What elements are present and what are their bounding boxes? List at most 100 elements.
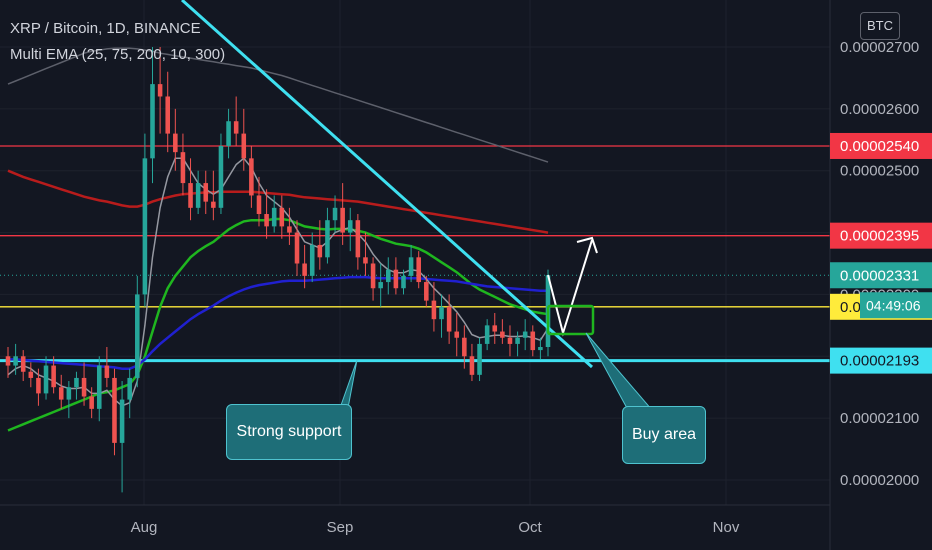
candle-body <box>119 399 125 443</box>
price-label-bg <box>830 347 932 374</box>
candle-9 <box>74 371 79 400</box>
candle-body <box>195 183 201 208</box>
countdown-bg <box>860 292 932 319</box>
candle-11 <box>89 387 94 419</box>
candle-23 <box>180 133 186 196</box>
candle-2 <box>20 350 26 382</box>
candle-54 <box>416 251 421 289</box>
candle-30 <box>233 96 239 146</box>
candle-65 <box>500 319 505 344</box>
candle-body <box>96 365 102 409</box>
candle-1 <box>13 343 18 375</box>
candle-body <box>249 158 254 196</box>
candle-43 <box>332 195 338 233</box>
candle-body <box>416 257 421 283</box>
candle-body <box>271 207 277 227</box>
projection-arrowhead <box>576 236 598 254</box>
price-label-bg <box>830 222 932 249</box>
price-label-bg <box>830 262 932 289</box>
candle-42 <box>325 207 330 264</box>
candle-body <box>150 84 155 159</box>
candle-body <box>507 337 513 344</box>
candle-body <box>454 331 460 338</box>
candle-16 <box>127 368 132 419</box>
candle-body <box>530 331 536 351</box>
candle-body <box>469 356 475 375</box>
strong-support-label: Strong support <box>236 423 342 440</box>
candle-19 <box>150 47 155 184</box>
candle-body <box>58 387 64 400</box>
candle-55 <box>424 275 429 307</box>
candle-body <box>309 244 315 276</box>
horizontal-levels <box>0 145 830 363</box>
candle-61 <box>469 343 475 382</box>
candle-59 <box>454 312 460 357</box>
candle-5 <box>43 356 49 400</box>
candle-60 <box>462 325 467 369</box>
candle-body <box>142 158 148 295</box>
candle-body <box>386 269 391 283</box>
price-tick-label-5: 0.00002500 <box>840 163 919 180</box>
time-tick-label-1: Sep <box>327 519 354 536</box>
candle-35 <box>271 195 277 233</box>
time-axis-labels: Aug Sep Oct Nov <box>131 519 740 536</box>
candle-body <box>378 282 383 289</box>
candle-12 <box>96 356 102 422</box>
candle-body <box>66 387 72 400</box>
price-label-text: 0.00002193 <box>840 353 919 370</box>
candle-body <box>218 145 224 208</box>
candle-body <box>13 356 18 366</box>
candle-body <box>439 306 444 320</box>
candle-24 <box>188 158 193 221</box>
candle-70 <box>538 337 543 360</box>
time-tick-label-0: Aug <box>131 519 158 536</box>
candle-body <box>74 377 79 388</box>
time-tick-label-3: Nov <box>713 519 740 536</box>
symbol-title[interactable]: XRP / Bitcoin, 1D, BINANCE <box>10 20 201 37</box>
candle-body <box>294 232 300 264</box>
currency-badge[interactable]: BTC <box>860 12 900 40</box>
candle-7 <box>58 374 64 409</box>
candle-body <box>135 294 140 378</box>
candle-53 <box>408 244 414 283</box>
candle-body <box>241 133 247 159</box>
candle-56 <box>431 282 437 332</box>
ema-line-1 <box>8 275 548 370</box>
candle-66 <box>507 325 513 357</box>
candle-45 <box>347 207 353 252</box>
price-tick-label-1: 0.00002100 <box>840 410 919 427</box>
candle-body <box>538 347 543 351</box>
candle-body <box>492 325 498 332</box>
candle-48 <box>370 257 376 301</box>
time-tick-label-2: Oct <box>518 519 542 536</box>
candle-49 <box>378 263 383 307</box>
candle-37 <box>287 207 292 245</box>
candle-body <box>363 257 368 264</box>
candle-22 <box>173 108 178 171</box>
candle-32 <box>249 145 254 208</box>
buy-area-label: Buy area <box>631 426 697 443</box>
indicator-title[interactable]: Multi EMA (25, 75, 200, 10, 300) <box>10 46 226 63</box>
candle-body <box>393 269 399 289</box>
ema-line-0 <box>7 217 549 432</box>
candle-13 <box>104 347 110 388</box>
ema-line-4 <box>7 47 549 163</box>
candle-68 <box>522 319 528 351</box>
candle-body <box>355 220 361 258</box>
price-label-text: 0.00002395 <box>840 228 919 245</box>
support-callout-pointer <box>339 359 358 409</box>
candle-body <box>446 306 452 332</box>
price-level-labels: 0.000025400.000023950.000023310.00002280… <box>830 132 932 374</box>
candle-body <box>51 365 56 388</box>
candle-26 <box>203 170 209 215</box>
candles <box>5 47 551 493</box>
candle-21 <box>165 71 170 153</box>
candle-body <box>81 377 87 397</box>
candle-body <box>424 282 429 301</box>
candle-28 <box>218 133 224 215</box>
strong-support-callout: Strong support <box>226 404 352 460</box>
ema-lines <box>7 47 549 432</box>
candle-25 <box>195 170 201 215</box>
trendline-drawings <box>180 0 654 411</box>
